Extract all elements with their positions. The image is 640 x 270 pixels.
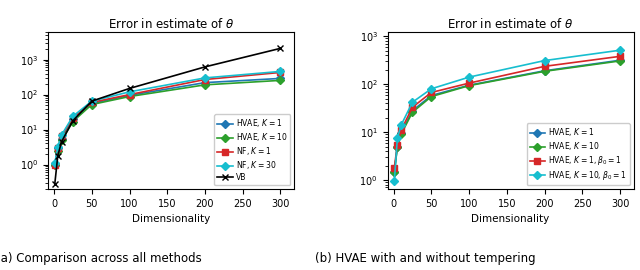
NF, $K=30$ bbox=[88, 100, 95, 103]
Line: HVAE, $K=1$, $\beta_0=1$: HVAE, $K=1$, $\beta_0=1$ bbox=[392, 53, 623, 171]
HVAE, $K=10$, $\beta_0=1$ bbox=[408, 101, 416, 104]
HVAE, $K=10$ bbox=[541, 70, 548, 73]
HVAE, $K=10$ bbox=[276, 79, 284, 82]
Line: HVAE, $K=10$, $\beta_0=1$: HVAE, $K=10$, $\beta_0=1$ bbox=[392, 48, 623, 184]
HVAE, $K=1$, $\beta_0=1$ bbox=[428, 91, 435, 94]
VB bbox=[58, 140, 65, 143]
HVAE, $K=1$, $\beta_0=1$ bbox=[397, 129, 405, 132]
HVAE, $K=1$ bbox=[428, 94, 435, 97]
NF, $K=1$ bbox=[276, 71, 284, 74]
HVAE, $K=1$ bbox=[125, 94, 133, 97]
HVAE, $K=10$, $\beta_0=1$ bbox=[465, 76, 473, 79]
HVAE, $K=1$ bbox=[54, 146, 61, 150]
Legend: HVAE, $K=1$, HVAE, $K=10$, NF, $K=1$, NF, $K=30$, VB: HVAE, $K=1$, HVAE, $K=10$, NF, $K=1$, NF… bbox=[214, 114, 290, 185]
Line: HVAE, $K=1$: HVAE, $K=1$ bbox=[392, 58, 623, 174]
HVAE, $K=10$ bbox=[51, 163, 59, 166]
HVAE, $K=10$ bbox=[58, 139, 65, 142]
VB bbox=[88, 100, 95, 103]
NF, $K=30$ bbox=[125, 90, 133, 93]
HVAE, $K=1$ bbox=[397, 131, 405, 135]
NF, $K=30$ bbox=[276, 70, 284, 73]
HVAE, $K=10$ bbox=[428, 95, 435, 98]
NF, $K=30$ bbox=[201, 76, 209, 80]
HVAE, $K=1$ bbox=[51, 163, 59, 166]
Legend: HVAE, $K=1$, HVAE, $K=10$, HVAE, $K=1$, $\beta_0=1$, HVAE, $K=10$, $\beta_0=1$: HVAE, $K=1$, HVAE, $K=10$, HVAE, $K=1$, … bbox=[527, 123, 630, 185]
HVAE, $K=10$ bbox=[397, 133, 405, 136]
NF, $K=30$ bbox=[58, 133, 65, 137]
HVAE, $K=10$, $\beta_0=1$ bbox=[541, 59, 548, 62]
VB bbox=[201, 65, 209, 69]
Text: (a) Comparison across all methods: (a) Comparison across all methods bbox=[0, 252, 202, 265]
Line: NF, $K=1$: NF, $K=1$ bbox=[52, 70, 284, 167]
VB bbox=[276, 47, 284, 50]
VB bbox=[51, 182, 59, 185]
HVAE, $K=10$, $\beta_0=1$ bbox=[428, 87, 435, 90]
HVAE, $K=10$, $\beta_0=1$ bbox=[390, 180, 398, 183]
HVAE, $K=10$ bbox=[394, 146, 401, 149]
HVAE, $K=10$, $\beta_0=1$ bbox=[394, 136, 401, 140]
Title: Error in estimate of $\theta$: Error in estimate of $\theta$ bbox=[108, 17, 234, 31]
HVAE, $K=1$, $\beta_0=1$ bbox=[408, 106, 416, 109]
HVAE, $K=10$ bbox=[88, 103, 95, 106]
HVAE, $K=10$ bbox=[69, 120, 77, 123]
HVAE, $K=1$ bbox=[276, 77, 284, 80]
HVAE, $K=10$ bbox=[201, 83, 209, 86]
NF, $K=30$ bbox=[51, 161, 59, 165]
HVAE, $K=10$, $\beta_0=1$ bbox=[397, 123, 405, 127]
HVAE, $K=10$ bbox=[465, 84, 473, 87]
HVAE, $K=10$, $\beta_0=1$ bbox=[616, 49, 624, 52]
HVAE, $K=1$ bbox=[390, 170, 398, 173]
HVAE, $K=1$, $\beta_0=1$ bbox=[390, 166, 398, 169]
HVAE, $K=1$ bbox=[394, 145, 401, 148]
Line: HVAE, $K=10$: HVAE, $K=10$ bbox=[52, 77, 284, 167]
HVAE, $K=1$ bbox=[465, 84, 473, 87]
HVAE, $K=1$ bbox=[88, 102, 95, 105]
NF, $K=1$ bbox=[201, 78, 209, 81]
Line: HVAE, $K=1$: HVAE, $K=1$ bbox=[52, 76, 284, 167]
HVAE, $K=10$ bbox=[54, 149, 61, 152]
HVAE, $K=1$ bbox=[58, 137, 65, 140]
NF, $K=1$ bbox=[88, 101, 95, 104]
VB bbox=[54, 154, 61, 157]
NF, $K=1$ bbox=[69, 116, 77, 119]
HVAE, $K=1$ bbox=[408, 109, 416, 112]
Title: Error in estimate of $\theta$: Error in estimate of $\theta$ bbox=[447, 17, 574, 31]
VB bbox=[69, 119, 77, 122]
Line: VB: VB bbox=[51, 45, 284, 187]
HVAE, $K=1$ bbox=[201, 81, 209, 84]
HVAE, $K=1$ bbox=[541, 69, 548, 72]
Line: HVAE, $K=10$: HVAE, $K=10$ bbox=[392, 58, 623, 174]
HVAE, $K=10$ bbox=[616, 59, 624, 63]
NF, $K=1$ bbox=[51, 163, 59, 166]
HVAE, $K=10$ bbox=[125, 95, 133, 98]
X-axis label: Dimensionality: Dimensionality bbox=[132, 214, 210, 224]
VB bbox=[125, 87, 133, 90]
NF, $K=30$ bbox=[69, 115, 77, 118]
HVAE, $K=1$, $\beta_0=1$ bbox=[541, 65, 548, 68]
HVAE, $K=1$, $\beta_0=1$ bbox=[616, 55, 624, 58]
HVAE, $K=1$ bbox=[69, 117, 77, 121]
HVAE, $K=1$, $\beta_0=1$ bbox=[465, 82, 473, 85]
HVAE, $K=1$ bbox=[616, 59, 624, 62]
Line: NF, $K=30$: NF, $K=30$ bbox=[52, 69, 284, 166]
NF, $K=30$ bbox=[54, 145, 61, 149]
X-axis label: Dimensionality: Dimensionality bbox=[472, 214, 550, 224]
NF, $K=1$ bbox=[125, 93, 133, 96]
HVAE, $K=10$ bbox=[390, 170, 398, 173]
HVAE, $K=10$ bbox=[408, 111, 416, 114]
NF, $K=1$ bbox=[58, 134, 65, 138]
Text: (b) HVAE with and without tempering: (b) HVAE with and without tempering bbox=[316, 252, 536, 265]
NF, $K=1$ bbox=[54, 146, 61, 150]
HVAE, $K=1$, $\beta_0=1$ bbox=[394, 143, 401, 146]
